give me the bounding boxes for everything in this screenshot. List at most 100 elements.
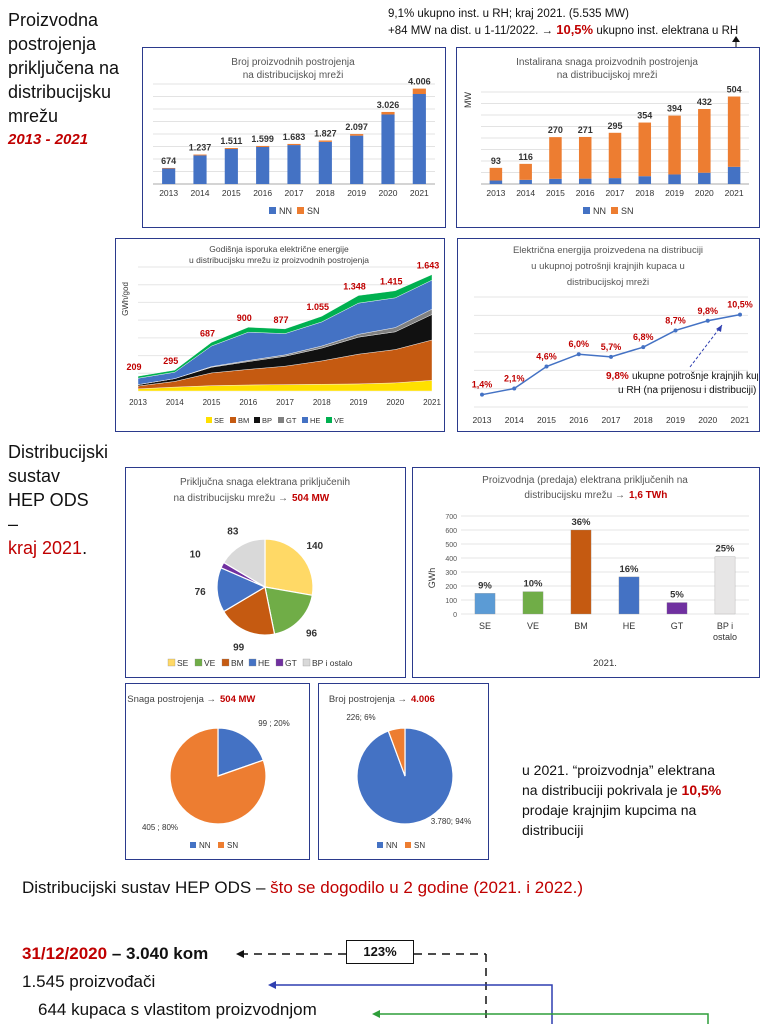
bar-sn [668, 115, 681, 175]
data-label: 3.026 [377, 100, 400, 110]
chart-subtitle: na distribucijskoj mreži [557, 70, 658, 81]
bar-nn [381, 114, 395, 184]
tick-label: 2019 [347, 188, 366, 198]
bar-sn [727, 96, 741, 167]
legend-swatch-nn [583, 207, 590, 214]
bar-sn [412, 88, 426, 94]
bar-sn [381, 111, 395, 115]
chart-title: Broj postrojenja → [329, 694, 407, 705]
data-label: 1.643 [417, 261, 440, 271]
pie-slice-bp-i-ostalo [222, 538, 266, 589]
legend-swatch [194, 658, 203, 667]
data-label: 36% [571, 517, 591, 528]
legend-swatch-nn [190, 842, 196, 848]
tick-label: 2014 [505, 415, 524, 425]
bar-sn [224, 148, 238, 149]
data-label: 687 [200, 328, 215, 338]
legend-label: HE [258, 658, 270, 668]
data-label: 1,4% [472, 380, 493, 390]
bar-sn [256, 145, 270, 147]
data-label: 270 [548, 125, 563, 135]
legend-label: GT [285, 658, 297, 668]
heading-line: mrežu [8, 106, 59, 126]
share-chart: Električna energija proizvedena na distr… [472, 245, 768, 425]
y-axis-label: MW [463, 92, 473, 108]
chart-subtitle2: distribucijskoj mreži [567, 277, 649, 288]
legend-label: BM [238, 416, 249, 425]
heading-years: 2013 - 2021 [8, 131, 89, 148]
data-point [641, 345, 646, 350]
tick-label: 2015 [546, 188, 565, 198]
tick-label: 2013 [473, 415, 492, 425]
tick-label: 2020 [386, 398, 404, 407]
capacity-chart-panel: Instalirana snaga proizvodnih postrojenj… [456, 47, 760, 228]
data-label: 8,7% [665, 315, 686, 325]
tick-label: 500 [445, 542, 457, 549]
growth-box: 123% [346, 940, 414, 964]
energy2021-panel: Proizvodnja (predaja) elektrana priključ… [412, 467, 760, 678]
bar-nn [193, 155, 207, 184]
tick-label: 0 [453, 612, 457, 619]
tick-label: 2019 [666, 415, 685, 425]
heading-dot: . [82, 538, 88, 558]
tick-label: 400 [445, 556, 457, 563]
legend-label: SE [177, 658, 189, 668]
heading-year: kraj 2021 [8, 538, 83, 558]
bar-sn [638, 122, 652, 177]
tick-label: 2019 [665, 188, 684, 198]
data-label: 9% [478, 580, 492, 591]
bar-nn [287, 145, 301, 184]
chart-subtitle: u distribucijsku mrežu iz proizvodnih po… [189, 255, 369, 265]
legend-label: NN [593, 206, 606, 216]
legend-label: GT [286, 416, 297, 425]
data-label: 116 [518, 152, 533, 162]
legend-swatch [167, 658, 176, 667]
bar-sn [519, 163, 532, 180]
legend-swatch [221, 658, 230, 667]
install-note: 9,1% ukupno inst. u RH; kraj 2021. (5.53… [388, 6, 738, 39]
area-ve [137, 274, 433, 379]
y-axis-label: GWh/god [121, 282, 130, 316]
bar-bp-i-ostalo [714, 556, 736, 615]
capacity-chart: Instalirana snaga proizvodnih postrojenj… [463, 57, 749, 216]
data-label: 295 [163, 356, 178, 366]
data-label: 1.348 [343, 281, 366, 291]
data-label: 6,0% [568, 339, 589, 349]
tick-label: 2017 [285, 188, 304, 198]
install-note-pct: 10,5% [556, 22, 594, 37]
chart-title-value: 4.006 [411, 694, 435, 705]
tick-label: 2021 [731, 415, 750, 425]
legend-label: BP i ostalo [312, 658, 353, 668]
pie-types-panel: Priključna snaga elektrana priključenih … [125, 467, 406, 678]
data-label: 10,5% [727, 300, 753, 310]
chart-title: Snaga postrojenja → [127, 694, 216, 705]
data-label: 83 [227, 527, 239, 538]
heading-line: sustav [8, 466, 61, 486]
tick-label: 600 [445, 528, 457, 535]
tick-label: 2013 [486, 188, 505, 198]
data-label: 76 [195, 587, 207, 598]
tick-label: 2018 [635, 188, 654, 198]
bar-nn [698, 172, 711, 184]
tick-label: 2015 [203, 398, 221, 407]
chart-title: Instalirana snaga proizvodnih postrojenj… [516, 57, 698, 68]
tick-label: 2021 [410, 188, 429, 198]
data-label: 1.683 [283, 132, 306, 142]
tick-label: 2021 [725, 188, 744, 198]
legend-swatch [275, 658, 284, 667]
data-label: 900 [237, 313, 252, 323]
tick-label: 2014 [166, 398, 184, 407]
legend-label: SN [621, 206, 634, 216]
data-label: 5,7% [601, 342, 622, 352]
chart-title: Električna energija proizvedena na distr… [513, 245, 703, 256]
legend-label: VE [334, 416, 344, 425]
bar-nn [638, 176, 652, 184]
data-label: 354 [637, 111, 652, 121]
heading-line: Distribucijski [8, 442, 109, 462]
legend-swatch [302, 658, 311, 667]
share-chart-panel: Električna energija proizvedena na distr… [457, 238, 768, 432]
install-note-line2a: +84 MW na dist. u 1-11/2022. → [388, 25, 554, 37]
tick-label: 2021 [423, 398, 441, 407]
data-point [673, 328, 678, 333]
data-point [512, 386, 517, 391]
